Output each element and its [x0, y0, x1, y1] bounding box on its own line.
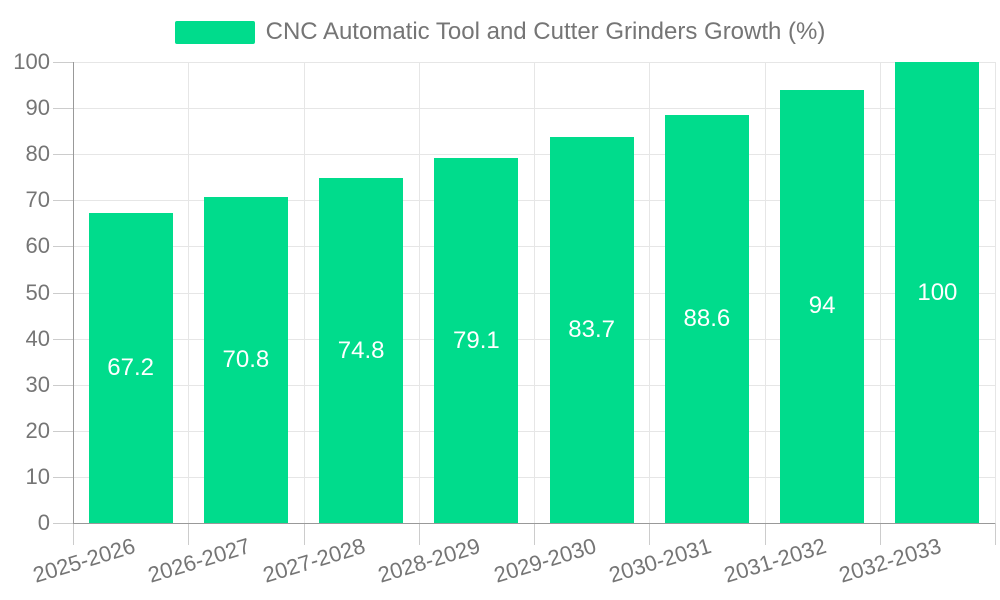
gridline-vertical	[995, 62, 996, 523]
x-axis-tick	[188, 523, 190, 545]
gridline-vertical	[418, 62, 420, 523]
y-axis-tick	[53, 523, 73, 524]
bar-value-label: 70.8	[222, 345, 270, 373]
y-axis-tick	[53, 62, 73, 63]
gridline-vertical	[303, 62, 305, 523]
x-axis-tick	[649, 523, 651, 545]
gridline-vertical	[764, 62, 766, 523]
y-axis-label: 60	[25, 233, 50, 259]
legend: CNC Automatic Tool and Cutter Grinders G…	[0, 18, 1000, 46]
x-axis-line	[73, 523, 995, 524]
bar-value-label: 94	[808, 292, 836, 320]
y-axis-tick	[53, 200, 73, 202]
y-axis-tick	[53, 430, 73, 432]
gridline-vertical	[188, 62, 190, 523]
bar[interactable]	[549, 137, 634, 523]
bar[interactable]	[895, 62, 980, 523]
bar-value-label: 67.2	[107, 354, 154, 382]
x-axis-tick	[73, 523, 74, 545]
y-axis-label: 90	[25, 95, 50, 121]
x-axis-tick	[418, 523, 420, 545]
y-axis-tick	[53, 292, 73, 294]
x-axis-tick	[764, 523, 766, 545]
y-axis-tick	[53, 108, 73, 110]
y-axis-label: 0	[37, 510, 50, 535]
bar[interactable]	[203, 196, 288, 523]
legend-label: CNC Automatic Tool and Cutter Grinders G…	[265, 18, 826, 45]
y-axis-label: 50	[25, 279, 50, 305]
y-axis-label: 10	[25, 463, 50, 489]
y-axis-label: 100	[13, 49, 50, 74]
y-axis-tick	[53, 384, 73, 386]
bar-value-label: 79.1	[453, 326, 500, 354]
y-axis-label: 30	[25, 371, 50, 397]
gridline-vertical	[649, 62, 651, 523]
bar[interactable]	[664, 114, 749, 523]
bar[interactable]	[780, 89, 865, 523]
bar-value-label: 100	[917, 278, 958, 306]
bar-value-label: 83.7	[568, 316, 615, 344]
y-axis-tick	[53, 476, 73, 478]
y-axis-line	[73, 62, 74, 523]
bar-value-label: 88.6	[683, 304, 731, 332]
y-axis-label: 40	[25, 325, 50, 351]
y-axis-tick	[53, 246, 73, 248]
y-axis-label: 20	[25, 417, 50, 443]
x-axis-tick	[303, 523, 305, 545]
y-axis-label: 70	[25, 187, 50, 213]
y-axis-label: 80	[25, 141, 50, 167]
x-axis-tick	[995, 523, 996, 545]
x-axis-tick	[534, 523, 535, 545]
bar[interactable]	[88, 213, 173, 523]
gridline-vertical	[879, 62, 881, 523]
legend-item[interactable]: CNC Automatic Tool and Cutter Grinders G…	[174, 18, 826, 46]
bar[interactable]	[319, 178, 404, 523]
bar[interactable]	[434, 158, 519, 523]
y-axis-tick	[53, 338, 73, 340]
gridline-vertical	[534, 62, 535, 523]
bar-value-label: 74.8	[337, 336, 385, 364]
y-axis-tick	[53, 154, 73, 156]
x-axis-tick	[879, 523, 881, 545]
legend-swatch	[174, 20, 255, 44]
